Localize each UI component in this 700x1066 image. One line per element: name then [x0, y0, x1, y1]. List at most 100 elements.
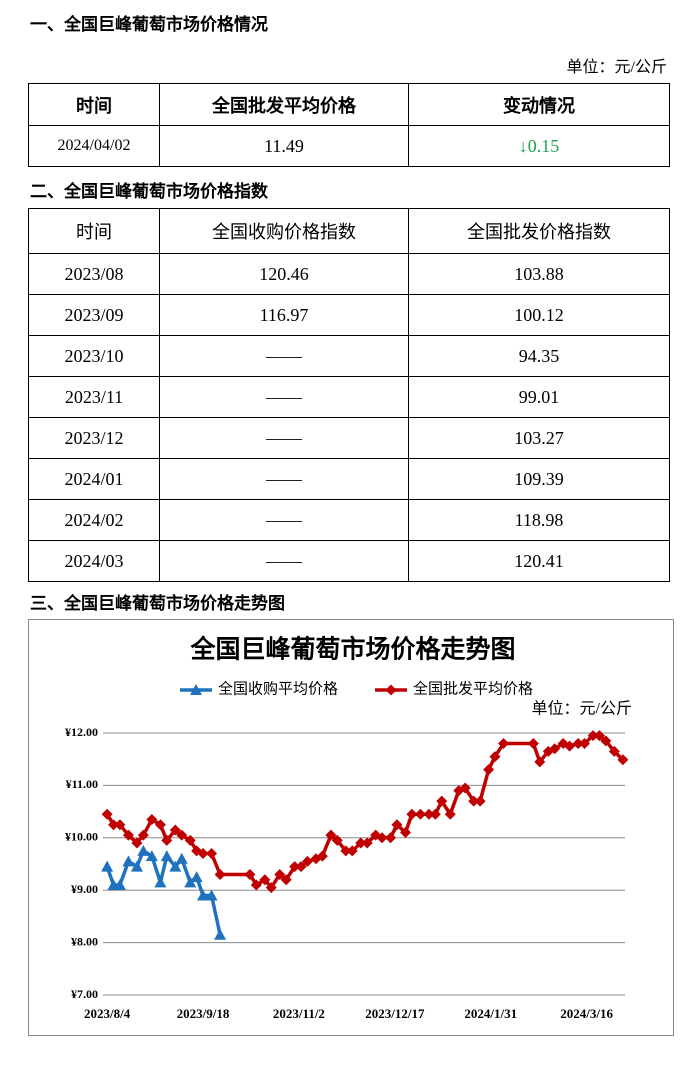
- marker: [593, 730, 605, 742]
- marker: [483, 764, 495, 776]
- marker: [197, 889, 210, 901]
- x-tick-label: 2024/3/16: [560, 1006, 613, 1021]
- legend-marker: [385, 684, 397, 696]
- marker: [406, 808, 418, 820]
- marker: [154, 819, 166, 831]
- marker: [161, 834, 173, 846]
- y-tick-label: ¥9.00: [71, 882, 98, 896]
- marker: [108, 819, 120, 831]
- marker: [214, 868, 226, 880]
- table-cell: 120.41: [408, 540, 670, 582]
- marker: [131, 837, 143, 849]
- marker: [274, 868, 286, 880]
- chart-title: 全国巨峰葡萄市场价格走势图: [189, 635, 515, 664]
- marker: [244, 868, 256, 880]
- marker: [176, 829, 188, 841]
- marker: [399, 827, 411, 839]
- unit: 单位：元/公斤: [566, 59, 667, 76]
- y-tick-label: ¥8.00: [71, 934, 98, 948]
- marker: [122, 855, 135, 867]
- marker: [600, 735, 612, 747]
- legend-label: 全国收购平均价格: [218, 679, 338, 697]
- marker: [617, 754, 629, 766]
- marker: [587, 730, 599, 742]
- heading: 三、全国巨峰葡萄市场价格走势图: [30, 594, 285, 613]
- marker: [376, 832, 388, 844]
- marker: [391, 819, 403, 831]
- marker: [265, 882, 277, 894]
- marker: [444, 808, 456, 820]
- marker: [137, 829, 149, 841]
- marker: [316, 850, 328, 862]
- marker: [206, 848, 218, 860]
- marker: [459, 782, 471, 794]
- marker: [527, 737, 539, 749]
- marker: [145, 850, 158, 862]
- marker: [579, 737, 591, 749]
- x-tick-label: 2023/9/18: [177, 1006, 230, 1021]
- marker: [175, 852, 188, 864]
- y-tick-label: ¥11.00: [66, 777, 98, 791]
- marker: [154, 876, 167, 888]
- chart-frame: [28, 619, 674, 1036]
- marker: [346, 845, 358, 857]
- marker: [289, 861, 301, 873]
- marker: [549, 743, 561, 755]
- chart-unit: 单位：元/公斤: [532, 700, 632, 718]
- marker: [113, 878, 126, 890]
- series-line: [105, 849, 222, 936]
- marker: [534, 756, 546, 768]
- marker: [130, 860, 143, 872]
- marker: [385, 832, 397, 844]
- marker: [137, 844, 150, 856]
- marker: [498, 737, 510, 749]
- marker: [205, 889, 218, 901]
- y-tick-label: ¥7.00: [71, 987, 98, 1001]
- heading: 一、全国巨峰葡萄市场价格情况: [30, 15, 268, 34]
- marker: [325, 829, 337, 841]
- marker: [101, 808, 113, 820]
- marker: [414, 808, 426, 820]
- marker: [489, 751, 501, 763]
- marker: [250, 879, 262, 891]
- marker: [101, 860, 114, 872]
- table-cell: ↓0.15: [408, 125, 670, 167]
- marker: [331, 834, 343, 846]
- marker: [184, 876, 197, 888]
- marker: [564, 740, 576, 752]
- y-tick-label: ¥10.00: [65, 830, 98, 844]
- x-tick-label: 2023/11/2: [273, 1006, 325, 1021]
- marker: [169, 824, 181, 836]
- marker: [122, 829, 134, 841]
- marker: [214, 928, 227, 940]
- marker: [436, 795, 448, 807]
- marker: [572, 737, 584, 749]
- x-tick-label: 2023/8/4: [84, 1006, 131, 1021]
- marker: [361, 837, 373, 849]
- marker: [184, 834, 196, 846]
- marker: [608, 745, 620, 757]
- legend-label: 全国批发平均价格: [413, 679, 533, 697]
- marker: [190, 871, 203, 883]
- marker: [429, 808, 441, 820]
- y-tick-label: ¥12.00: [65, 725, 98, 739]
- marker: [355, 837, 367, 849]
- marker: [280, 874, 292, 886]
- marker: [468, 795, 480, 807]
- x-tick-label: 2024/1/31: [464, 1006, 517, 1021]
- marker: [423, 808, 435, 820]
- x-tick-label: 2023/12/17: [365, 1006, 425, 1021]
- marker: [197, 848, 209, 860]
- marker: [259, 874, 271, 886]
- marker: [474, 795, 486, 807]
- marker: [160, 850, 173, 862]
- marker: [169, 860, 182, 872]
- heading: 二、全国巨峰葡萄市场价格指数: [30, 182, 268, 201]
- marker: [146, 813, 158, 825]
- marker: [340, 845, 352, 857]
- marker: [301, 855, 313, 867]
- marker: [114, 819, 126, 831]
- marker: [295, 861, 307, 873]
